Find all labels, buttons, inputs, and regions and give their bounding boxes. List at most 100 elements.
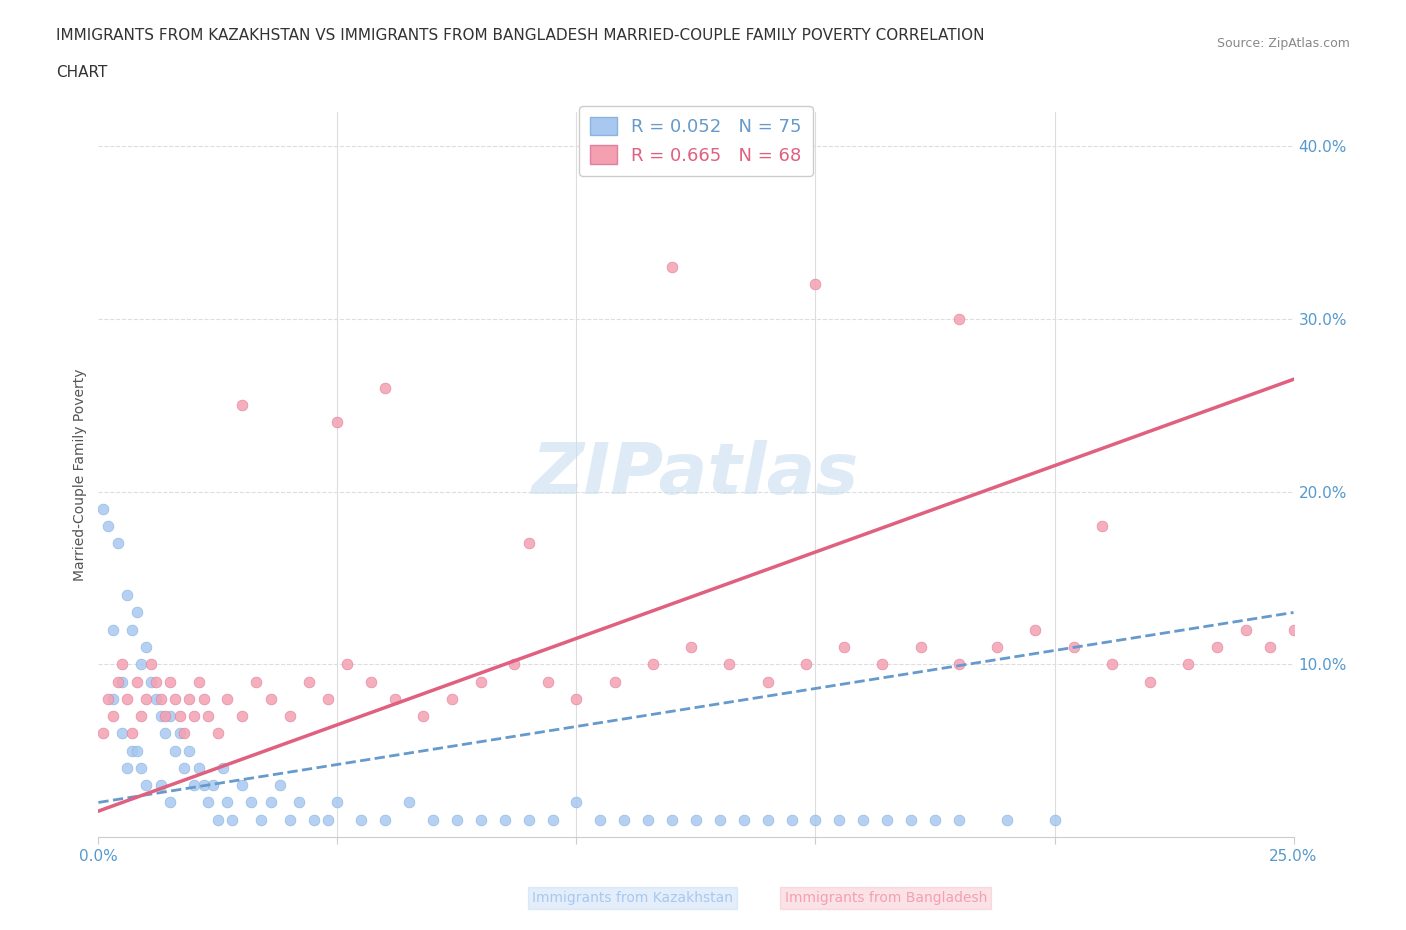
- Point: [1282, 622, 1305, 637]
- Point: [107, 536, 129, 551]
- Point: [278, 709, 301, 724]
- Point: [91, 726, 114, 741]
- Point: [1139, 674, 1161, 689]
- Point: [685, 812, 707, 827]
- Point: [613, 812, 636, 827]
- Point: [197, 795, 219, 810]
- Text: Immigrants from Bangladesh: Immigrants from Bangladesh: [785, 891, 987, 905]
- Point: [603, 674, 626, 689]
- Text: Immigrants from Kazakhstan: Immigrants from Kazakhstan: [533, 891, 733, 905]
- Point: [948, 312, 970, 326]
- Point: [125, 674, 148, 689]
- Point: [541, 812, 564, 827]
- Point: [131, 709, 153, 724]
- Point: [794, 657, 817, 671]
- Point: [1024, 622, 1046, 637]
- Point: [97, 519, 120, 534]
- Point: [145, 674, 167, 689]
- Point: [259, 691, 281, 706]
- Point: [221, 812, 243, 827]
- Point: [517, 812, 540, 827]
- Point: [111, 674, 134, 689]
- Point: [384, 691, 406, 706]
- Point: [97, 691, 120, 706]
- Point: [217, 795, 239, 810]
- Point: [995, 812, 1018, 827]
- Point: [159, 709, 181, 724]
- Point: [139, 657, 162, 671]
- Point: [101, 622, 124, 637]
- Point: [145, 691, 167, 706]
- Point: [828, 812, 851, 827]
- Point: [1177, 657, 1199, 671]
- Point: [446, 812, 468, 827]
- Point: [832, 640, 855, 655]
- Point: [278, 812, 301, 827]
- Point: [1063, 640, 1085, 655]
- Point: [169, 709, 191, 724]
- Point: [187, 761, 209, 776]
- Point: [250, 812, 273, 827]
- Point: [1091, 519, 1114, 534]
- Point: [756, 812, 779, 827]
- Point: [159, 674, 181, 689]
- Point: [149, 709, 172, 724]
- Point: [733, 812, 755, 827]
- Point: [288, 795, 311, 810]
- Point: [398, 795, 420, 810]
- Point: [211, 761, 233, 776]
- Point: [101, 709, 124, 724]
- Point: [149, 691, 172, 706]
- Point: [537, 674, 560, 689]
- Point: [910, 640, 932, 655]
- Point: [316, 812, 339, 827]
- Point: [756, 674, 779, 689]
- Point: [125, 605, 148, 620]
- Point: [131, 761, 153, 776]
- Point: [900, 812, 922, 827]
- Point: [350, 812, 373, 827]
- Point: [298, 674, 321, 689]
- Point: [111, 657, 134, 671]
- Point: [155, 709, 177, 724]
- Point: [135, 691, 157, 706]
- Point: [121, 726, 143, 741]
- Point: [374, 380, 396, 395]
- Point: [207, 812, 229, 827]
- Point: [173, 761, 195, 776]
- Point: [1101, 657, 1123, 671]
- Point: [163, 743, 186, 758]
- Point: [661, 812, 683, 827]
- Point: [948, 657, 970, 671]
- Point: [173, 726, 195, 741]
- Point: [179, 743, 201, 758]
- Point: [115, 761, 138, 776]
- Point: [259, 795, 281, 810]
- Point: [179, 691, 201, 706]
- Point: [1258, 640, 1281, 655]
- Point: [135, 640, 157, 655]
- Point: [374, 812, 396, 827]
- Point: [231, 398, 253, 413]
- Point: [360, 674, 382, 689]
- Point: [231, 709, 253, 724]
- Point: [1234, 622, 1257, 637]
- Point: [121, 743, 143, 758]
- Text: ZIPatlas: ZIPatlas: [533, 440, 859, 509]
- Point: [589, 812, 612, 827]
- Point: [503, 657, 526, 671]
- Point: [637, 812, 659, 827]
- Point: [169, 726, 191, 741]
- Point: [202, 777, 225, 792]
- Point: [517, 536, 540, 551]
- Point: [155, 726, 177, 741]
- Point: [316, 691, 339, 706]
- Point: [269, 777, 291, 792]
- Point: [111, 726, 134, 741]
- Point: [159, 795, 181, 810]
- Point: [780, 812, 803, 827]
- Point: [207, 726, 229, 741]
- Point: [718, 657, 741, 671]
- Point: [217, 691, 239, 706]
- Point: [804, 277, 827, 292]
